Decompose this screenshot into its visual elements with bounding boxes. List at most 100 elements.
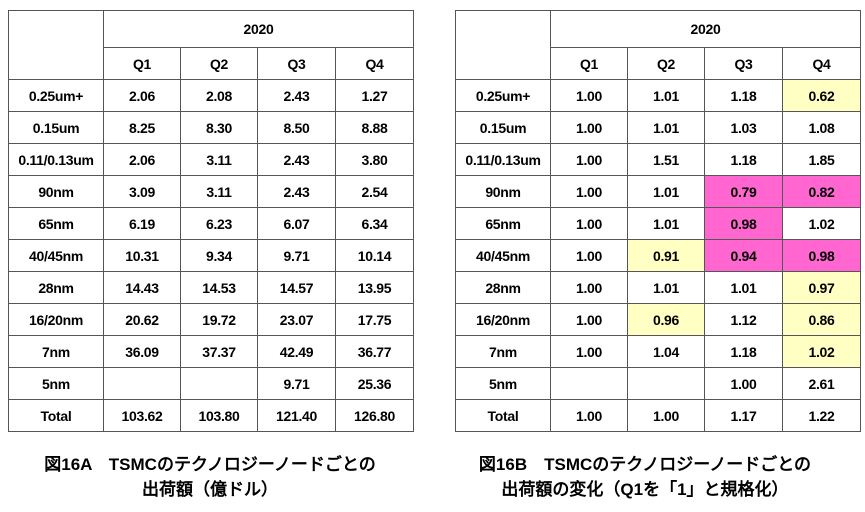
cell: 14.43 bbox=[103, 271, 181, 304]
header-row: Q1 Q2 Q3 Q4 bbox=[456, 47, 862, 80]
table-row: 5nm 1.00 2.61 bbox=[455, 367, 862, 400]
cell: 2.06 bbox=[103, 143, 181, 176]
cell: 1.12 bbox=[704, 303, 783, 336]
header-row: 2020 bbox=[455, 10, 862, 80]
cell: 2.61 bbox=[781, 367, 862, 400]
cell: 8.88 bbox=[334, 111, 415, 144]
table-row: 90nm 3.09 3.11 2.43 2.54 bbox=[8, 175, 415, 208]
row-label: 28nm bbox=[455, 271, 551, 304]
cell: 17.75 bbox=[334, 303, 415, 336]
row-label: 90nm bbox=[8, 175, 104, 208]
table-row: Total 1.00 1.00 1.17 1.22 bbox=[455, 399, 862, 432]
cell: 36.09 bbox=[103, 335, 181, 368]
cell: 1.00 bbox=[550, 271, 628, 304]
cell: 1.00 bbox=[550, 111, 628, 144]
cell: 20.62 bbox=[103, 303, 181, 336]
table-row: 65nm 6.19 6.23 6.07 6.34 bbox=[8, 207, 415, 240]
column-header: Q4 bbox=[781, 47, 862, 80]
table-row: 0.25um+ 2.06 2.08 2.43 1.27 bbox=[8, 79, 415, 112]
table-row: 40/45nm 1.00 0.91 0.94 0.98 bbox=[455, 239, 862, 272]
cell: 0.79 bbox=[704, 175, 783, 208]
cell: 1.03 bbox=[704, 111, 783, 144]
table-row: 0.15um 8.25 8.30 8.50 8.88 bbox=[8, 111, 415, 144]
cell: 1.08 bbox=[781, 111, 862, 144]
cell: 1.01 bbox=[627, 79, 705, 112]
table-row: 0.25um+ 1.00 1.01 1.18 0.62 bbox=[455, 79, 862, 112]
cell: 2.43 bbox=[257, 175, 336, 208]
table-row: 90nm 1.00 1.01 0.79 0.82 bbox=[455, 175, 862, 208]
column-header: Q1 bbox=[103, 47, 181, 80]
cell: 1.22 bbox=[781, 399, 862, 432]
table-b: 2020 Q1 Q2 Q3 Q4 0.25um+ 1.00 1.01 1.18 0.62 0.15u… bbox=[455, 10, 862, 432]
cell: 1.00 bbox=[704, 367, 783, 400]
table-row: 0.11/0.13um 2.06 3.11 2.43 3.80 bbox=[8, 143, 415, 176]
column-header: Q4 bbox=[334, 47, 415, 80]
table-a: 2020 Q1 Q2 Q3 Q4 0.25um+ 2.06 2.08 2.43 1.27 0.15u… bbox=[8, 10, 415, 432]
cell: 0.86 bbox=[781, 303, 862, 336]
cell: 8.50 bbox=[257, 111, 336, 144]
corner-cell bbox=[8, 10, 104, 80]
table-row: 16/20nm 1.00 0.96 1.12 0.86 bbox=[455, 303, 862, 336]
cell: 36.77 bbox=[334, 335, 415, 368]
cell: 0.98 bbox=[781, 239, 862, 272]
cell: 1.51 bbox=[627, 143, 705, 176]
table-row: 28nm 1.00 1.01 1.01 0.97 bbox=[455, 271, 862, 304]
caption-line: 図16A TSMCのテクノロジーノードごとの bbox=[44, 455, 376, 474]
row-label: 40/45nm bbox=[455, 239, 551, 272]
cell: 14.53 bbox=[180, 271, 258, 304]
cell: 1.00 bbox=[550, 143, 628, 176]
cell: 1.00 bbox=[550, 207, 628, 240]
cell: 2.06 bbox=[103, 79, 181, 112]
caption-b: 図16B TSMCのテクノロジーノードごとの 出荷額の変化（Q1を「1」と規格化… bbox=[435, 452, 855, 502]
cell: 1.00 bbox=[627, 399, 705, 432]
row-label: Total bbox=[8, 399, 104, 432]
cell: 9.71 bbox=[257, 367, 336, 400]
row-label: 7nm bbox=[8, 335, 104, 368]
cell: 13.95 bbox=[334, 271, 415, 304]
row-label: 0.11/0.13um bbox=[8, 143, 104, 176]
year-header: 2020 bbox=[549, 10, 862, 48]
cell: 0.62 bbox=[781, 79, 862, 112]
cell: 3.11 bbox=[180, 175, 258, 208]
cell: 25.36 bbox=[334, 367, 415, 400]
table-row: 7nm 36.09 37.37 42.49 36.77 bbox=[8, 335, 415, 368]
cell: 8.25 bbox=[103, 111, 181, 144]
cell bbox=[180, 367, 258, 400]
cell: 1.01 bbox=[627, 207, 705, 240]
table-row: 28nm 14.43 14.53 14.57 13.95 bbox=[8, 271, 415, 304]
row-label: Total bbox=[455, 399, 551, 432]
row-label: 65nm bbox=[8, 207, 104, 240]
row-label: 16/20nm bbox=[455, 303, 551, 336]
cell: 1.18 bbox=[704, 335, 783, 368]
row-label: 28nm bbox=[8, 271, 104, 304]
cell: 6.07 bbox=[257, 207, 336, 240]
row-label: 7nm bbox=[455, 335, 551, 368]
table-row: 40/45nm 10.31 9.34 9.71 10.14 bbox=[8, 239, 415, 272]
cell bbox=[627, 367, 705, 400]
cell: 1.02 bbox=[781, 335, 862, 368]
cell: 9.34 bbox=[180, 239, 258, 272]
cell: 37.37 bbox=[180, 335, 258, 368]
cell bbox=[103, 367, 181, 400]
header-row: 2020 bbox=[8, 10, 415, 80]
cell: 1.00 bbox=[550, 79, 628, 112]
row-label: 90nm bbox=[455, 175, 551, 208]
caption-line: 出荷額の変化（Q1を「1」と規格化） bbox=[501, 480, 789, 499]
cell: 2.43 bbox=[257, 79, 336, 112]
cell: 6.23 bbox=[180, 207, 258, 240]
cell: 121.40 bbox=[257, 399, 336, 432]
row-label: 0.25um+ bbox=[455, 79, 551, 112]
cell: 6.19 bbox=[103, 207, 181, 240]
header-row: Q1 Q2 Q3 Q4 bbox=[9, 47, 415, 80]
cell: 10.31 bbox=[103, 239, 181, 272]
row-label: 0.25um+ bbox=[8, 79, 104, 112]
year-header: 2020 bbox=[102, 10, 415, 48]
cell: 14.57 bbox=[257, 271, 336, 304]
row-label: 40/45nm bbox=[8, 239, 104, 272]
row-label: 65nm bbox=[455, 207, 551, 240]
row-label: 0.11/0.13um bbox=[455, 143, 551, 176]
column-header: Q2 bbox=[180, 47, 258, 80]
cell bbox=[550, 367, 628, 400]
column-header: Q2 bbox=[627, 47, 705, 80]
